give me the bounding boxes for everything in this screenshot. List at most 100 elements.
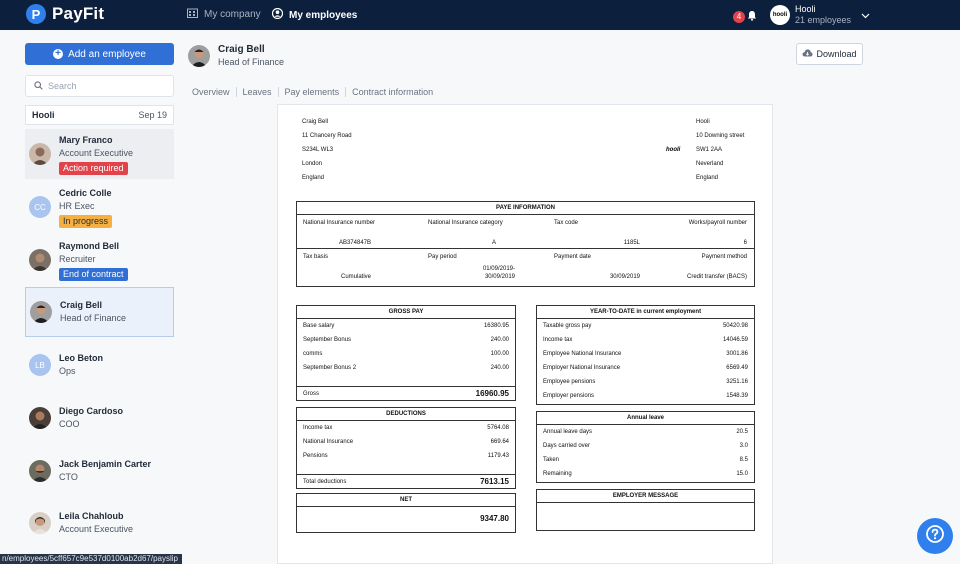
address-line: 10 Downing street bbox=[696, 133, 745, 139]
nav-my-company[interactable]: My company bbox=[187, 8, 261, 21]
gross-line: September Bonus 2 240.00 bbox=[303, 365, 509, 371]
avatar bbox=[29, 249, 51, 271]
employee-item-leo-beton[interactable]: LB Leo Beton Ops bbox=[25, 340, 174, 390]
employee-item-jack-benjamin-carter[interactable]: Jack Benjamin Carter CTO bbox=[25, 446, 174, 496]
employee-item-raymond-bell[interactable]: Raymond Bell Recruiter End of contract bbox=[25, 235, 174, 285]
paye-header: Tax basis bbox=[303, 254, 329, 260]
tab-contract-information[interactable]: Contract information bbox=[345, 87, 439, 97]
status-badge: Action required bbox=[59, 161, 128, 175]
net-title: NET bbox=[297, 494, 515, 507]
nav-my-employees[interactable]: My employees bbox=[271, 7, 358, 22]
employer-message-box: EMPLOYER MESSAGE bbox=[536, 489, 755, 531]
paye-information-box: PAYE INFORMATION National Insurance numb… bbox=[296, 201, 755, 287]
employer-message-title: EMPLOYER MESSAGE bbox=[537, 490, 754, 503]
avatar bbox=[188, 44, 210, 67]
address-line: Hooli bbox=[696, 119, 710, 125]
search-icon bbox=[34, 77, 43, 95]
employer-address: Hooli 10 Downing street SW1 2AA Neverlan… bbox=[696, 115, 744, 185]
paye-value: AB374847B bbox=[338, 240, 371, 246]
tab-overview[interactable]: Overview bbox=[192, 87, 230, 97]
plus-icon: + bbox=[53, 49, 64, 59]
employee-item-craig-bell[interactable]: Craig Bell Head of Finance bbox=[25, 287, 174, 337]
company-switcher[interactable]: hooli Hooli 21 employees bbox=[770, 4, 870, 26]
employee-item-cedric-colle[interactable]: CC Cedric Colle HR Exec In progress bbox=[25, 182, 174, 232]
deduction-line: Income tax 5764.08 bbox=[303, 425, 509, 431]
chevron-down-icon bbox=[861, 6, 870, 24]
annual-line: Remaining 15.0 bbox=[543, 471, 748, 477]
employer-logo: hooli bbox=[666, 147, 681, 153]
gross-pay-box: GROSS PAY Base salary 16380.95 September … bbox=[296, 305, 516, 401]
payfit-logo[interactable]: P PayFit bbox=[26, 4, 104, 24]
payroll-period-selector[interactable]: Hooli Sep 19 bbox=[25, 105, 174, 125]
employee-name: Raymond Bell bbox=[59, 240, 120, 251]
net-pay-box: NET 9347.80 bbox=[296, 493, 516, 533]
employee-name: Diego Cardoso bbox=[59, 406, 124, 416]
address-line: 11 Chancery Road bbox=[302, 133, 352, 139]
download-button[interactable]: Download bbox=[796, 43, 863, 65]
paye-header: Payment method bbox=[701, 254, 747, 260]
employee-name: Jack Benjamin Carter bbox=[59, 459, 152, 469]
gross-line: September Bonus 240.00 bbox=[303, 337, 509, 343]
address-line: England bbox=[696, 175, 719, 181]
ytd-line: Employee National Insurance 3001.86 bbox=[543, 351, 748, 357]
year-to-date-box: YEAR-TO-DATE in current employment Taxab… bbox=[536, 305, 755, 405]
employee-role: COO bbox=[59, 419, 80, 429]
avatar bbox=[29, 460, 51, 482]
status-badge: End of contract bbox=[59, 267, 128, 281]
paye-header: National Insurance category bbox=[428, 220, 503, 226]
question-icon bbox=[926, 524, 944, 548]
tab-leaves[interactable]: Leaves bbox=[235, 87, 278, 97]
gross-line: comms 100.00 bbox=[303, 351, 509, 357]
avatar bbox=[29, 512, 51, 534]
employee-name: Mary Franco bbox=[59, 134, 113, 145]
ytd-line: Employer pensions 1548.39 bbox=[543, 393, 748, 399]
employee-item-leila-chahloub[interactable]: Leila Chahloub Account Executive bbox=[25, 498, 174, 548]
gross-title: GROSS PAY bbox=[297, 306, 515, 319]
employee-role: Recruiter bbox=[59, 253, 96, 264]
address-line: SW1 2AA bbox=[696, 147, 723, 153]
employee-address: Craig Bell 11 Chancery Road S234L WL3 Lo… bbox=[302, 115, 352, 185]
help-button[interactable] bbox=[917, 518, 953, 554]
download-label: Download bbox=[816, 49, 857, 59]
paye-value: A bbox=[491, 240, 496, 246]
ytd-line: Employee pensions 3251.16 bbox=[543, 379, 748, 385]
employee-role: HR Exec bbox=[59, 200, 95, 211]
gross-total: Gross 16960.95 bbox=[297, 386, 515, 400]
nav-my-company-label: My company bbox=[204, 9, 261, 20]
employee-header-name: Craig Bell bbox=[218, 44, 265, 55]
company-employee-count: 21 employees bbox=[795, 15, 852, 25]
payfit-logo-icon: P bbox=[26, 4, 46, 24]
employee-role: Ops bbox=[59, 366, 76, 376]
deduction-line: National Insurance 669.64 bbox=[303, 439, 509, 445]
address-line: Craig Bell bbox=[302, 119, 329, 125]
add-employee-button[interactable]: + Add an employee bbox=[25, 43, 174, 65]
status-bar-url: n/employees/5cff657c9e537d0100ab2d67/pay… bbox=[0, 554, 182, 564]
company-name: Hooli bbox=[795, 4, 816, 14]
paye-header: Pay period bbox=[428, 254, 457, 260]
employee-role: Account Executive bbox=[59, 147, 134, 158]
bell-icon bbox=[747, 8, 757, 26]
search-input[interactable] bbox=[48, 81, 158, 91]
address-line: S234L WL3 bbox=[302, 147, 334, 153]
building-icon bbox=[187, 8, 198, 21]
employee-item-mary-franco[interactable]: Mary Franco Account Executive Action req… bbox=[25, 129, 174, 179]
employee-item-diego-cardoso[interactable]: Diego Cardoso COO bbox=[25, 393, 174, 443]
employee-search[interactable] bbox=[25, 75, 174, 97]
tab-pay-elements[interactable]: Pay elements bbox=[277, 87, 346, 97]
avatar bbox=[30, 301, 52, 323]
paye-value: 30/09/2019 bbox=[609, 274, 640, 280]
employee-name: Craig Bell bbox=[60, 300, 103, 310]
deductions-box: DEDUCTIONS Income tax 5764.08 National In… bbox=[296, 407, 516, 489]
employee-name: Cedric Colle bbox=[59, 187, 112, 198]
address-line: England bbox=[302, 175, 325, 181]
paye-header: National Insurance number bbox=[303, 220, 376, 226]
employee-role: Account Executive bbox=[59, 524, 134, 534]
employee-header: Craig Bell Head of Finance bbox=[188, 44, 284, 67]
notification-count-badge: 4 bbox=[733, 11, 745, 23]
top-bar: P PayFit My company My employees 4 hooli… bbox=[0, 0, 960, 30]
nav-my-employees-label: My employees bbox=[289, 9, 358, 21]
payslip-document: Craig Bell 11 Chancery Road S234L WL3 Lo… bbox=[277, 104, 773, 564]
notifications[interactable]: 4 bbox=[733, 8, 757, 26]
period-company: Hooli bbox=[32, 110, 55, 120]
ytd-line: Income tax 14046.59 bbox=[543, 337, 748, 343]
